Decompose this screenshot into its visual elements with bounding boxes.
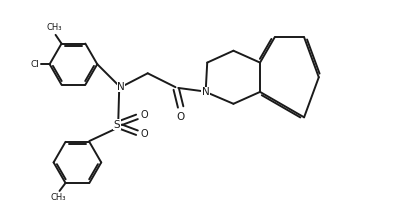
Text: O: O bbox=[177, 112, 185, 122]
Text: CH₃: CH₃ bbox=[50, 193, 66, 202]
Text: O: O bbox=[141, 110, 148, 120]
Text: N: N bbox=[117, 82, 125, 92]
Text: N: N bbox=[202, 87, 210, 97]
Text: Cl: Cl bbox=[31, 60, 40, 69]
Text: CH₃: CH₃ bbox=[46, 23, 62, 33]
Text: O: O bbox=[141, 129, 148, 139]
Text: S: S bbox=[114, 120, 120, 130]
